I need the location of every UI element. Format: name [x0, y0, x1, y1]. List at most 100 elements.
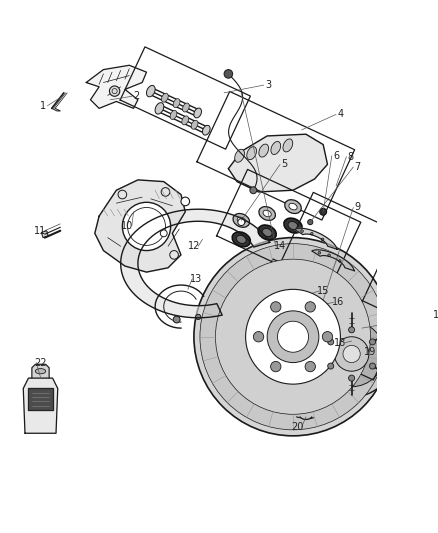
- Text: 22: 22: [34, 358, 47, 368]
- Circle shape: [173, 316, 180, 323]
- Circle shape: [349, 375, 355, 381]
- Circle shape: [271, 302, 281, 312]
- Circle shape: [246, 305, 283, 343]
- Circle shape: [311, 232, 313, 235]
- Polygon shape: [312, 250, 354, 271]
- Circle shape: [160, 230, 167, 237]
- Circle shape: [232, 320, 239, 327]
- Circle shape: [246, 289, 340, 384]
- Circle shape: [370, 339, 375, 345]
- Circle shape: [321, 238, 324, 241]
- Ellipse shape: [170, 110, 177, 119]
- Text: 4: 4: [337, 109, 343, 119]
- Ellipse shape: [155, 103, 164, 114]
- Ellipse shape: [271, 141, 281, 155]
- Ellipse shape: [258, 225, 276, 240]
- Circle shape: [228, 288, 301, 360]
- Ellipse shape: [146, 85, 155, 97]
- Circle shape: [250, 187, 257, 193]
- Polygon shape: [41, 231, 48, 238]
- Circle shape: [290, 320, 297, 327]
- Polygon shape: [23, 378, 58, 433]
- Circle shape: [370, 363, 375, 369]
- Polygon shape: [86, 65, 146, 108]
- Circle shape: [305, 361, 315, 372]
- Ellipse shape: [183, 103, 189, 112]
- Circle shape: [194, 238, 392, 436]
- Ellipse shape: [182, 116, 189, 125]
- Circle shape: [122, 203, 171, 251]
- Circle shape: [320, 208, 327, 215]
- Circle shape: [271, 361, 281, 372]
- Circle shape: [276, 346, 283, 353]
- Ellipse shape: [259, 144, 268, 157]
- Text: 3: 3: [265, 80, 271, 90]
- Polygon shape: [120, 209, 270, 318]
- Circle shape: [276, 295, 283, 302]
- Ellipse shape: [262, 228, 272, 237]
- Text: 1: 1: [40, 101, 46, 111]
- Polygon shape: [32, 365, 49, 378]
- Circle shape: [110, 86, 120, 96]
- Text: 10: 10: [121, 221, 134, 231]
- Circle shape: [328, 363, 334, 369]
- Ellipse shape: [162, 93, 168, 102]
- Circle shape: [318, 252, 321, 254]
- Polygon shape: [95, 180, 185, 272]
- Circle shape: [247, 295, 253, 302]
- Circle shape: [308, 311, 395, 397]
- Circle shape: [334, 337, 369, 371]
- Ellipse shape: [237, 217, 245, 224]
- Text: 13: 13: [191, 274, 203, 284]
- Ellipse shape: [284, 218, 302, 233]
- Text: 9: 9: [355, 203, 361, 213]
- Circle shape: [328, 254, 330, 256]
- Circle shape: [349, 327, 355, 333]
- Text: 18: 18: [334, 338, 346, 348]
- Circle shape: [254, 313, 275, 334]
- Ellipse shape: [259, 207, 276, 221]
- Circle shape: [307, 220, 313, 225]
- Ellipse shape: [247, 147, 257, 160]
- Ellipse shape: [191, 120, 198, 129]
- Polygon shape: [228, 134, 328, 192]
- Circle shape: [247, 346, 253, 353]
- Text: 19: 19: [364, 347, 377, 357]
- Text: 20: 20: [291, 422, 304, 432]
- Circle shape: [322, 332, 332, 342]
- Ellipse shape: [289, 203, 297, 210]
- Ellipse shape: [233, 214, 250, 227]
- Text: 15: 15: [317, 286, 329, 296]
- Circle shape: [305, 302, 315, 312]
- Text: 16: 16: [332, 297, 344, 307]
- Circle shape: [224, 70, 233, 78]
- Ellipse shape: [285, 200, 301, 214]
- Polygon shape: [294, 228, 337, 249]
- Circle shape: [339, 260, 341, 262]
- Text: 6: 6: [333, 151, 339, 161]
- Text: 7: 7: [354, 162, 361, 172]
- Circle shape: [200, 244, 386, 430]
- Ellipse shape: [202, 125, 210, 135]
- Text: 5: 5: [281, 159, 287, 169]
- Circle shape: [215, 259, 371, 414]
- Circle shape: [220, 279, 309, 369]
- Polygon shape: [52, 108, 60, 111]
- Circle shape: [238, 219, 245, 225]
- Ellipse shape: [232, 232, 251, 247]
- Circle shape: [267, 311, 319, 362]
- Ellipse shape: [283, 139, 293, 152]
- Polygon shape: [28, 389, 53, 410]
- Circle shape: [252, 294, 304, 345]
- Circle shape: [253, 332, 264, 342]
- Text: 2: 2: [133, 91, 139, 101]
- Text: 17: 17: [433, 310, 438, 320]
- Ellipse shape: [288, 221, 298, 230]
- Ellipse shape: [35, 369, 46, 374]
- Circle shape: [181, 197, 190, 206]
- Circle shape: [319, 321, 385, 387]
- Ellipse shape: [235, 149, 244, 162]
- Ellipse shape: [194, 108, 201, 118]
- Ellipse shape: [237, 235, 246, 244]
- Text: 8: 8: [348, 151, 354, 161]
